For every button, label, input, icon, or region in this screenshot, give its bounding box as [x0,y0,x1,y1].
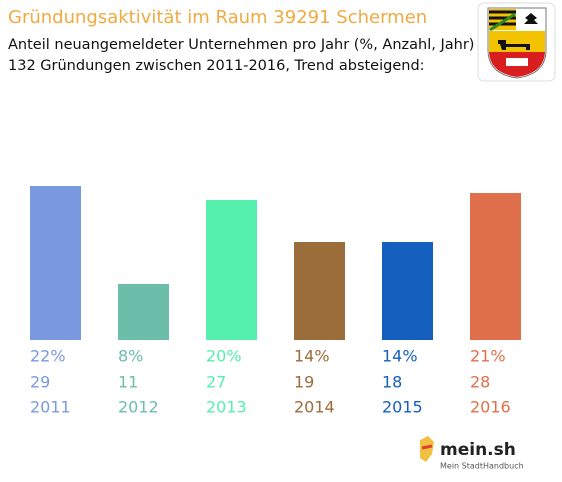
count-label: 19 [294,373,314,392]
count-label: 27 [206,373,226,392]
x-tick-label: 2015 [382,398,423,417]
coat-of-arms [477,2,556,82]
value-label: 21% [470,347,506,366]
brand-name: mein.sh [440,440,516,460]
count-label: 11 [118,373,138,392]
chart-title: Gründungsaktivität im Raum 39291 Scherme… [8,7,427,28]
value-label: 22% [30,347,66,366]
x-tick-label: 2016 [470,398,511,417]
bar [470,193,521,340]
brand-tagline: Mein StadtHandbuch [440,462,524,471]
value-label: 14% [294,347,330,366]
value-label: 8% [118,347,143,366]
x-tick-label: 2012 [118,398,159,417]
x-tick-label: 2013 [206,398,247,417]
count-label: 29 [30,373,50,392]
bar [294,242,345,340]
brand-icon [420,436,434,462]
x-tick-label: 2011 [30,398,71,417]
bar [30,186,81,340]
value-label: 20% [206,347,242,366]
x-tick-label: 2014 [294,398,335,417]
count-label: 18 [382,373,402,392]
chart-subtitle: Anteil neuangemeldeter Unternehmen pro J… [8,37,474,53]
count-label: 28 [470,373,490,392]
bar [118,284,169,340]
bar [382,242,433,340]
bar [206,200,257,340]
value-label: 14% [382,347,418,366]
chart-subtitle: 132 Gründungen zwischen 2011-2016, Trend… [8,58,425,74]
